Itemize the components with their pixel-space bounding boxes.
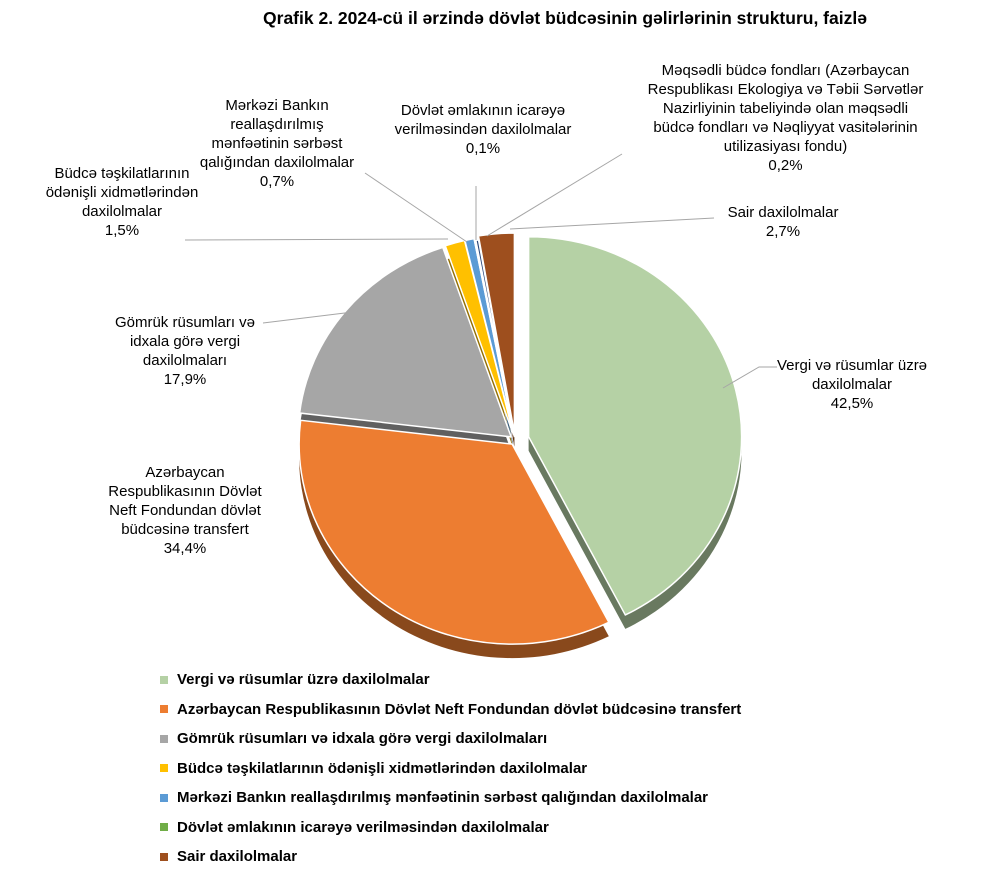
chart-title: Qrafik 2. 2024-cü il ərzində dövlət büdc… — [263, 8, 867, 28]
legend-item: Vergi və rüsumlar üzrə daxilolmalar — [160, 665, 741, 695]
pie-slice — [298, 246, 513, 438]
leader-line-customs — [262, 311, 354, 324]
legend-swatch — [160, 734, 168, 743]
legend-label: Gömrük rüsumları və idxala görə vergi da… — [177, 730, 548, 748]
legend: Vergi və rüsumlar üzrə daxilolmalar Azərb… — [160, 665, 741, 872]
leader-line-targeted-funds — [486, 153, 623, 237]
leader-line-budget-orgs — [184, 238, 449, 241]
legend-item: Mərkəzi Bankın reallaşdırılmış mənfəətin… — [160, 783, 741, 813]
legend-swatch — [160, 705, 168, 714]
callout-targeted-funds: Məqsədli büdcə fondları (Azərbaycan Resp… — [647, 62, 924, 174]
callout-taxes: Vergi və rüsumlar üzrə daxilolmalar 42,5… — [776, 357, 928, 412]
callout-other: Sair daxilolmalar 2,7% — [727, 204, 839, 240]
pie-slice — [298, 419, 610, 645]
legend-item: Dövlət əmlakının icarəyə verilməsindən d… — [160, 813, 741, 843]
legend-item: Sair daxilolmalar — [160, 842, 741, 872]
callout-customs: Gömrük rüsumları və idxala görə vergi da… — [114, 314, 256, 388]
legend-label: Sair daxilolmalar — [177, 848, 298, 866]
pie-slice — [527, 235, 743, 616]
leader-line-central-bank — [364, 172, 468, 243]
legend-label: Vergi və rüsumlar üzrə daxilolmalar — [177, 671, 430, 689]
legend-swatch — [160, 675, 168, 684]
pie-top-layer — [298, 232, 743, 645]
legend-item: Azərbaycan Respublikasının Dövlət Neft F… — [160, 695, 741, 725]
pie-slice — [477, 232, 516, 434]
legend-swatch — [160, 823, 168, 832]
callout-budget-orgs: Büdcə təşkilatlarının ödənişli xidmətlər… — [45, 165, 199, 239]
legend-label: Azərbaycan Respublikasının Dövlət Neft F… — [177, 700, 742, 718]
legend-swatch — [160, 764, 168, 773]
leader-line-other — [509, 217, 715, 230]
leader-lines — [184, 153, 777, 389]
legend-label: Büdcə təşkilatlarının ödənişli xidmətlər… — [177, 759, 588, 777]
legend-item: Gömrük rüsumları və idxala görə vergi da… — [160, 724, 741, 754]
leader-line-taxes — [722, 366, 777, 389]
callout-oil-fund: Azərbaycan Respublikasının Dövlət Neft F… — [108, 464, 262, 557]
legend-swatch — [160, 793, 168, 802]
legend-item: Büdcə təşkilatlarının ödənişli xidmətlər… — [160, 754, 741, 784]
legend-label: Dövlət əmlakının icarəyə verilməsindən d… — [177, 818, 549, 836]
legend-label: Mərkəzi Bankın reallaşdırılmış mənfəətin… — [177, 789, 709, 807]
callout-central-bank: Mərkəzi Bankın reallaşdırılmış mənfəətin… — [199, 97, 355, 190]
legend-swatch — [160, 852, 168, 861]
callout-state-property: Dövlət əmlakının icarəyə verilməsindən d… — [394, 102, 572, 157]
